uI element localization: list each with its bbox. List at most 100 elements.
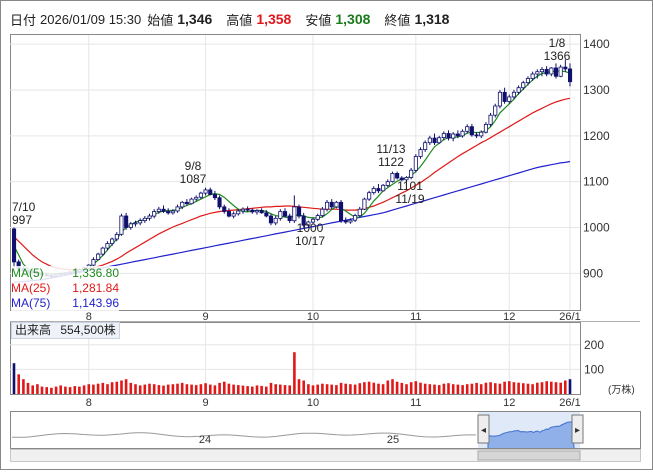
ma-legend: MA(5) 1,336.80 MA(25) 1,281.84 MA(75) 1,… (11, 266, 119, 311)
volume-bar (391, 379, 394, 394)
volume-bar (213, 385, 217, 394)
volume-bar (428, 384, 432, 394)
volume-bar (218, 382, 221, 394)
volume-bar (176, 383, 179, 394)
volume-bar (377, 383, 380, 394)
volume-bar (358, 383, 362, 394)
volume-bar (508, 381, 511, 394)
candle-body (511, 91, 516, 98)
candle-body (231, 213, 236, 217)
ma-legend-row: MA(5) 1,336.80 (11, 266, 119, 281)
price-x-axis-labels: 8 9 10 11 12 26/1 (86, 311, 581, 323)
volume-bar (339, 382, 343, 394)
volume-bar (260, 385, 263, 394)
candle-body (166, 211, 171, 214)
candle-body (338, 201, 344, 222)
candle-body (320, 208, 325, 216)
candle-body (240, 208, 246, 212)
volume-bar (246, 386, 249, 394)
candle-body (451, 133, 456, 139)
volume-bar (31, 385, 34, 394)
candle-body (404, 177, 409, 181)
volume-bar (255, 385, 259, 394)
volume-bar (400, 382, 404, 394)
navigator: ◂ ▸ 24 25 (11, 412, 584, 449)
price-tick-label: 1200 (583, 129, 610, 143)
ma75-label: MA(75) (11, 296, 51, 310)
date-value: 2026/01/09 15:30 (40, 11, 142, 27)
candle-body (306, 221, 311, 226)
volume-bar (554, 382, 558, 394)
volume-bar (269, 382, 273, 394)
volume-bar (157, 385, 161, 394)
volume-bar (498, 383, 502, 394)
volume-bar (325, 384, 329, 394)
volume-bar (45, 387, 48, 394)
date-label: 日付 (10, 12, 37, 28)
scrollbar-thumb[interactable] (477, 450, 581, 461)
annotation-label: 11/19 (395, 192, 424, 206)
candle-body (516, 87, 521, 93)
x-tick-label: 9 (203, 397, 209, 409)
volume-bar (87, 384, 91, 394)
volume-bar (503, 381, 506, 394)
volume-bar (237, 385, 240, 394)
candle-body (105, 243, 110, 249)
candle-body (437, 137, 442, 144)
candle-body (198, 192, 204, 198)
volume-bar (12, 363, 16, 394)
annotation-label: 1101 (397, 179, 423, 193)
volume-bar (405, 384, 408, 394)
candle-body (273, 217, 278, 224)
candle-body (296, 206, 302, 217)
volume-bar (353, 384, 357, 394)
left-handle-arrow: ◂ (481, 425, 486, 436)
ma75-value: 1,143.96 (72, 296, 119, 310)
volume-bar (92, 384, 95, 394)
volume-bar (335, 385, 338, 394)
volume-bar (479, 384, 483, 394)
candle-body (212, 194, 218, 199)
volume-legend: 出来高 554,500株 (11, 322, 120, 339)
candle-body (96, 253, 101, 261)
candle-body (539, 69, 544, 73)
ma25-label: MA(25) (11, 281, 51, 295)
volume-bar (274, 384, 277, 394)
volume-bar (550, 381, 553, 394)
annotation-label: 1122 (378, 155, 404, 169)
volume-bar (381, 384, 385, 394)
x-tick-label: 9 (203, 311, 209, 323)
volume-bar (293, 352, 296, 394)
volume-bar (96, 383, 100, 394)
volume-bar (59, 385, 62, 394)
volume-bar (22, 379, 25, 394)
candle-body (521, 82, 526, 89)
volume-bar (297, 379, 301, 394)
candle-body (156, 208, 161, 212)
volume-bar (522, 383, 525, 394)
volume-bar (204, 383, 207, 394)
volume-bar (372, 382, 376, 394)
candle-body (124, 215, 129, 228)
candle-body (502, 91, 507, 102)
candle-body (455, 133, 460, 137)
volume-bar (330, 384, 333, 394)
volume-bar (152, 384, 156, 394)
candle-body (222, 206, 227, 212)
candle-body (254, 210, 260, 213)
volume-bar (185, 384, 189, 394)
candle-body (91, 259, 96, 266)
volume-bar (433, 384, 436, 394)
volume-bar (40, 386, 44, 394)
candle-body (175, 206, 180, 212)
volume-bar (419, 382, 422, 394)
close-label: 終値 (384, 12, 411, 28)
candle-body (324, 201, 330, 210)
candle-body (381, 184, 386, 192)
volume-bar (489, 382, 492, 394)
x-tick-label: 26/1 (559, 397, 580, 409)
candle-body (184, 201, 189, 205)
annotation-label: 10/17 (295, 234, 325, 248)
candle-body (479, 131, 484, 137)
right-handle-arrow: ▸ (575, 425, 580, 436)
